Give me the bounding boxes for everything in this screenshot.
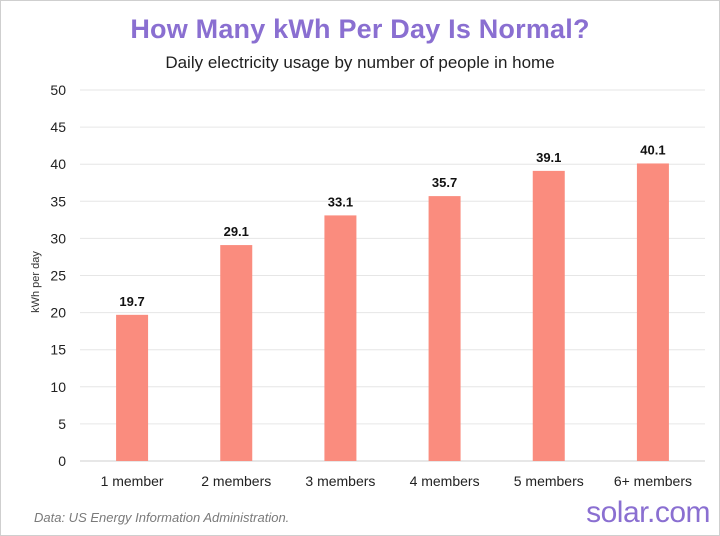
x-tick-label: 4 members	[410, 473, 480, 489]
bar	[324, 215, 357, 461]
y-tick-label: 25	[50, 268, 66, 284]
chart-title: How Many kWh Per Day Is Normal?	[130, 14, 590, 44]
y-tick-label: 15	[50, 342, 66, 358]
x-tick-label: 1 member	[101, 473, 164, 489]
gridlines	[80, 89, 705, 462]
y-tick-label: 45	[50, 119, 66, 135]
bar-value-label: 40.1	[640, 142, 665, 157]
bars	[116, 163, 669, 462]
bar	[220, 245, 253, 461]
y-tick-label: 40	[50, 156, 66, 172]
bar	[428, 196, 461, 461]
y-tick-label: 20	[50, 305, 66, 321]
brand-logo: solar.com	[586, 496, 710, 529]
x-axis-ticks: 1 member 2 members 3 members 4 members 5 mem…	[101, 473, 692, 489]
x-tick-label: 5 members	[514, 473, 584, 489]
bar	[532, 170, 565, 462]
y-axis-ticks: 0 5 10 15 20 25 30 35 40 45 50	[50, 82, 66, 469]
data-source-note: Data: US Energy Information Administrati…	[34, 510, 290, 525]
x-tick-label: 2 members	[201, 473, 271, 489]
x-tick-label: 3 members	[305, 473, 375, 489]
chart-subtitle: Daily electricity usage by number of peo…	[165, 53, 555, 72]
y-tick-label: 30	[50, 230, 66, 246]
y-tick-label: 0	[58, 453, 66, 469]
bar-value-label: 33.1	[328, 194, 353, 209]
bar-value-label: 35.7	[432, 175, 457, 190]
value-labels: 19.7 29.1 33.1 35.7 39.1 40.1	[119, 142, 665, 308]
bar-value-label: 19.7	[119, 294, 144, 309]
bar-value-label: 39.1	[536, 150, 561, 165]
bar	[116, 314, 149, 461]
y-tick-label: 5	[58, 416, 66, 432]
y-tick-label: 10	[50, 379, 66, 395]
x-tick-label: 6+ members	[614, 473, 692, 489]
bar-value-label: 29.1	[224, 224, 249, 239]
bar	[636, 163, 669, 461]
y-axis-label: kWh per day	[30, 251, 42, 313]
y-tick-label: 35	[50, 193, 66, 209]
y-tick-label: 50	[50, 82, 66, 98]
